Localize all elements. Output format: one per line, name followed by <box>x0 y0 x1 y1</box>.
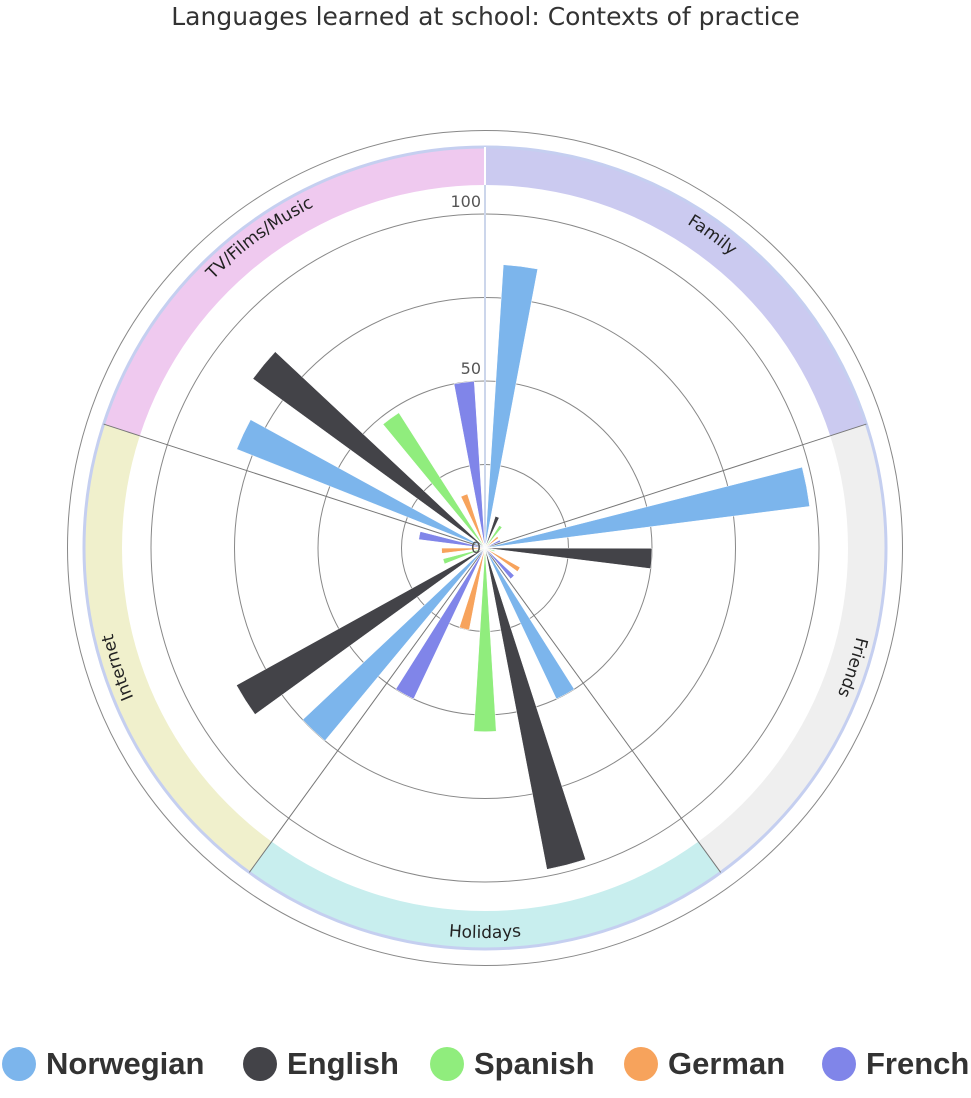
bar-spanish-holidays <box>473 547 497 732</box>
radial-tick-label: 50 <box>461 359 481 378</box>
legend-label: Norwegian <box>46 1046 205 1081</box>
legend-item-german[interactable]: German <box>624 1046 785 1082</box>
bar-german-internet <box>441 547 486 554</box>
category-band-tv-films-music <box>103 147 485 436</box>
bar-norwegian-holidays <box>484 547 575 700</box>
bar-french-family <box>484 539 501 549</box>
category-separator <box>830 423 867 437</box>
bar-norwegian-friends <box>484 466 810 549</box>
bar-english-tv-films-music <box>252 351 486 549</box>
bar-french-internet <box>418 531 486 549</box>
bar-english-family <box>484 515 500 549</box>
category-label-holidays: Holidays <box>448 921 522 943</box>
category-separator <box>697 841 722 873</box>
bar-german-family <box>484 536 499 549</box>
bar-german-tv-films-music <box>460 493 486 549</box>
legend-swatch <box>2 1047 36 1081</box>
bar-norwegian-internet <box>302 547 486 742</box>
chart-title: Languages learned at school: Contexts of… <box>171 2 800 31</box>
legend-item-french[interactable]: French <box>822 1046 969 1082</box>
category-separator <box>103 423 140 437</box>
legend-label: Spanish <box>474 1046 595 1081</box>
category-label-text: Holidays <box>448 921 522 943</box>
bar-french-friends <box>484 547 515 580</box>
bar-french-tv-films-music <box>453 381 486 549</box>
legend-item-spanish[interactable]: Spanish <box>430 1046 595 1082</box>
category-separator <box>484 547 699 842</box>
legend-swatch <box>624 1047 658 1081</box>
bar-english-internet <box>236 547 486 715</box>
bar-spanish-friends <box>484 547 496 552</box>
category-band-friends <box>698 424 886 873</box>
category-band-internet <box>83 424 272 873</box>
category-band-holidays <box>249 841 721 950</box>
legend: Norwegian English Spanish German French <box>0 1046 971 1098</box>
bar-spanish-tv-films-music <box>382 412 486 549</box>
bar-german-friends <box>484 547 521 572</box>
radial-tick-label: 0 <box>471 538 481 557</box>
bar-norwegian-tv-films-music <box>236 419 486 549</box>
bar-english-holidays <box>484 547 586 870</box>
bar-spanish-internet <box>442 547 486 565</box>
legend-swatch <box>430 1047 464 1081</box>
legend-item-norwegian[interactable]: Norwegian <box>2 1046 204 1082</box>
bar-spanish-family <box>484 525 503 549</box>
bar-french-holidays <box>395 547 486 700</box>
category-separator <box>139 435 486 549</box>
legend-label: German <box>668 1046 786 1081</box>
legend-swatch <box>243 1047 277 1081</box>
legend-label: French <box>866 1046 970 1081</box>
category-separator <box>271 547 486 842</box>
radial-tick-label: 100 <box>450 192 481 211</box>
legend-label: English <box>287 1046 399 1081</box>
category-band-family <box>485 147 867 436</box>
grid-circle <box>67 130 903 966</box>
bar-norwegian-family <box>484 264 539 549</box>
category-separator <box>248 841 273 873</box>
bar-english-friends <box>484 547 653 569</box>
bar-german-holidays <box>459 547 486 631</box>
legend-swatch <box>822 1047 856 1081</box>
polar-chart: 050100FamilyFriendsHolidaysInternetTV/Fi… <box>67 130 903 966</box>
legend-item-english[interactable]: English <box>243 1046 399 1082</box>
category-separator <box>484 435 831 549</box>
